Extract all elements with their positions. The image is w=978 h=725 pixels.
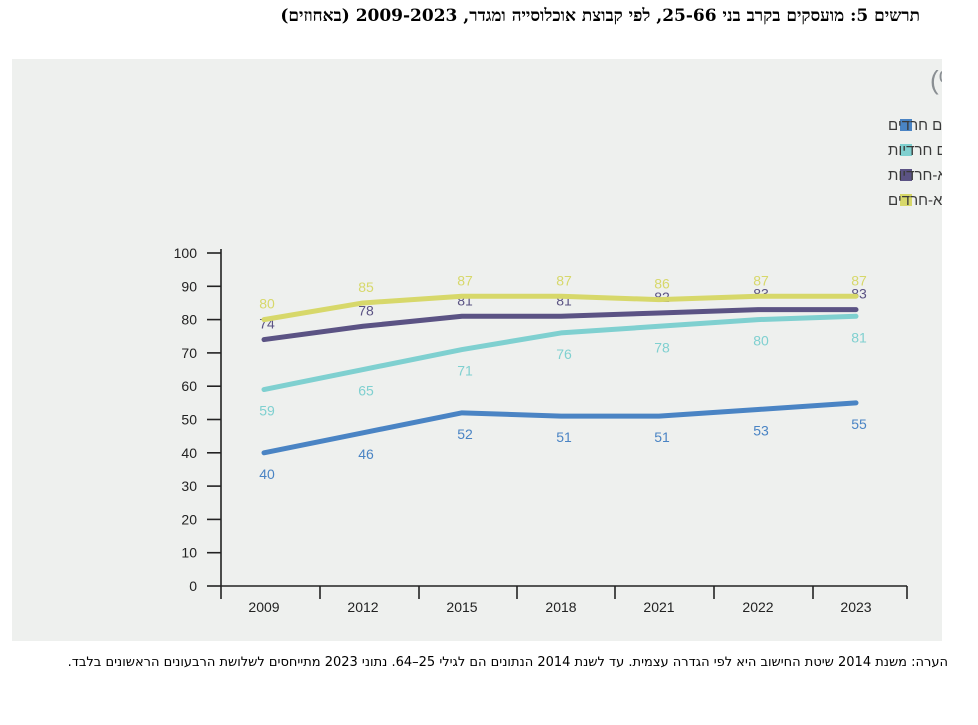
- axes: 0 10 20 30 40 50 60 70 80 90 100 2009 2012 2015 2018 20…: [174, 245, 908, 615]
- chart-panel: [12, 59, 942, 641]
- data-label: 78: [358, 302, 374, 318]
- legend-label: גברים חרדים: [888, 117, 942, 134]
- legend: גברים חרדים נשים חרדיות נשים יהודיות לא-חר…: [888, 117, 942, 209]
- legend-label: גברים יהודים לא-חרדים: [888, 192, 942, 209]
- y-tick-label: 40: [181, 445, 197, 461]
- y-tick-label: 60: [181, 378, 197, 394]
- data-label: 87: [753, 272, 769, 288]
- series-line: [261, 307, 859, 343]
- data-label: 52: [457, 426, 473, 442]
- data-label: 40: [259, 466, 275, 482]
- legend-swatch: [900, 169, 912, 181]
- legend-label: נשים חרדיות: [888, 142, 942, 159]
- data-label: 51: [556, 429, 572, 445]
- x-tick-label: 2018: [545, 599, 576, 615]
- data-label: 71: [457, 363, 473, 379]
- y-tick-label: 10: [181, 545, 197, 561]
- data-label: 53: [753, 423, 769, 439]
- x-tick-label: 2022: [742, 599, 773, 615]
- data-label: 78: [654, 339, 670, 355]
- y-tick-label: 30: [181, 478, 197, 494]
- x-tick-label: 2023: [840, 599, 871, 615]
- data-label: 87: [457, 272, 473, 288]
- x-tick-label: 2021: [643, 599, 674, 615]
- data-label: 59: [259, 403, 275, 419]
- series-line: [261, 313, 859, 393]
- y-tick-label: 90: [181, 278, 197, 294]
- x-tick-label: 2012: [347, 599, 378, 615]
- data-label: 87: [556, 272, 572, 288]
- series-line: [261, 400, 859, 456]
- y-tick-label: 80: [181, 312, 197, 328]
- y-tick-label: 0: [189, 578, 197, 594]
- data-label: 80: [259, 296, 275, 312]
- data-label: 76: [556, 346, 572, 362]
- y-tick-label: 20: [181, 511, 197, 527]
- data-label: 46: [358, 446, 374, 462]
- data-label: 85: [358, 279, 374, 295]
- data-label: 81: [851, 329, 867, 345]
- data-label: 86: [654, 276, 670, 292]
- y-tick-label: 50: [181, 412, 197, 428]
- legend-swatch: [900, 119, 912, 131]
- document-title: תרשים 5: מועסקים בקרב בני 25-66, לפי קבו…: [280, 6, 920, 26]
- legend-label: נשים יהודיות לא-חרדיות: [888, 167, 942, 184]
- footnote: הערה: משנת 2014 שיטת החישוב היא לפי הגדר…: [67, 655, 948, 670]
- x-tick-label: 2009: [248, 599, 279, 615]
- data-label: 87: [851, 272, 867, 288]
- chart-title: מועסקים בקרב בני 25-66, לפי קבוצת אוכלוס…: [930, 65, 942, 95]
- y-tick-label: 70: [181, 345, 197, 361]
- data-label: 80: [753, 333, 769, 349]
- legend-swatch: [900, 144, 912, 156]
- data-label: 65: [358, 383, 374, 399]
- data-label: 55: [851, 416, 867, 432]
- legend-swatch: [900, 194, 912, 206]
- series-line: [261, 293, 859, 323]
- y-tick-label: 100: [174, 245, 198, 261]
- data-label: 51: [654, 429, 670, 445]
- line-chart: מועסקים בקרב בני 25-66, לפי קבוצת אוכלוס…: [174, 65, 942, 615]
- x-tick-label: 2015: [446, 599, 477, 615]
